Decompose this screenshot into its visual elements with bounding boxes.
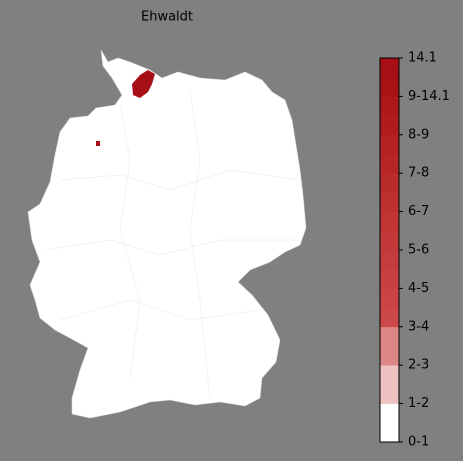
- colorbar-label: 4-5: [408, 281, 429, 296]
- colorbar-segment: [380, 326, 399, 347]
- colorbar-label: 7-8: [408, 166, 429, 181]
- colorbar-label: 5-6: [408, 243, 429, 258]
- highlighted-region: [132, 70, 155, 98]
- colorbar-segment: [380, 307, 399, 328]
- colorbar-segment: [380, 250, 399, 270]
- highlighted-region: [96, 141, 100, 146]
- colorbar-label: 6-7: [408, 204, 429, 219]
- colorbar-segment: [380, 154, 399, 174]
- colorbar-segment: [380, 192, 399, 212]
- colorbar-segment: [380, 230, 399, 251]
- colorbar-label: 1-2: [408, 396, 429, 411]
- colorbar-segment: [380, 58, 399, 78]
- colorbar-segment: [380, 288, 399, 308]
- colorbar-segment: [380, 211, 399, 232]
- colorbar-label: 8-9: [408, 127, 429, 142]
- colorbar-label: 0-1: [408, 435, 429, 450]
- colorbar-label: 14.1: [408, 51, 437, 66]
- colorbar-segment: [380, 96, 399, 116]
- colorbar-label: 2-3: [408, 358, 429, 373]
- colorbar-segment: [380, 422, 399, 443]
- colorbar-segment: [380, 346, 399, 366]
- colorbar-segment: [380, 77, 399, 97]
- region-borders: [44, 89, 301, 401]
- colorbar-label: 9-14.1: [408, 89, 450, 104]
- colorbar-segment: [380, 173, 399, 193]
- colorbar-label: 3-4: [408, 319, 429, 334]
- colorbar-segment: [380, 384, 399, 404]
- colorbar-segment: [380, 403, 399, 424]
- map-title: Ehwaldt: [141, 10, 193, 25]
- colorbar-segment: [380, 269, 399, 289]
- colorbar: 0-1 1-2 2-3 3-4 4-5 5-6 6-7 7-8 8-9 9-14.1 14.1: [379, 51, 450, 450]
- colorbar-segment: [380, 365, 399, 385]
- colorbar-segment: [380, 134, 399, 155]
- colorbar-segment: [380, 115, 399, 136]
